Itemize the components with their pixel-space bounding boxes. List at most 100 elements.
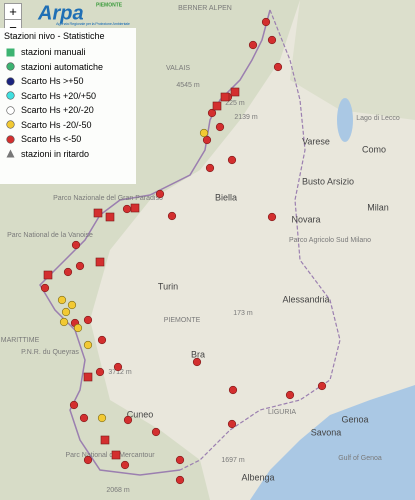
legend-item: stazioni in ritardo bbox=[0, 147, 136, 162]
legend: Stazioni nivo - Statistiche stazioni man… bbox=[0, 28, 136, 184]
legend-label: stazioni automatiche bbox=[21, 61, 104, 72]
legend-label: Scarto Hs -20/-50 bbox=[21, 119, 92, 130]
map-label: 173 m bbox=[233, 310, 253, 317]
station bbox=[120, 460, 130, 470]
station bbox=[317, 381, 327, 391]
legend-symbol bbox=[6, 62, 15, 71]
symbol bbox=[6, 48, 15, 57]
station bbox=[267, 212, 277, 222]
map-label: Cuneo bbox=[127, 409, 154, 419]
map-label: PIEMONTE bbox=[164, 317, 201, 324]
station bbox=[215, 122, 225, 132]
legend-label: Scarto Hs +20/-20 bbox=[21, 105, 94, 116]
map-label: MARITTIME bbox=[1, 337, 40, 344]
station bbox=[192, 357, 202, 367]
prealps bbox=[290, 0, 415, 120]
map-label: Lago di Lecco bbox=[356, 115, 400, 122]
station bbox=[59, 317, 69, 327]
legend-label: Scarto Hs >+50 bbox=[21, 76, 84, 87]
map-label: P.N.R. du Queyras bbox=[21, 349, 79, 356]
legend-item: stazioni automatiche bbox=[0, 60, 136, 75]
station bbox=[199, 128, 209, 138]
map-label: Milan bbox=[367, 202, 389, 212]
symbol bbox=[6, 62, 15, 71]
legend-item: Scarto Hs >+50 bbox=[0, 74, 136, 89]
station bbox=[83, 340, 93, 350]
station bbox=[63, 267, 73, 277]
station-manual bbox=[212, 101, 222, 111]
legend-label: stazioni manuali bbox=[21, 47, 86, 58]
station bbox=[261, 17, 271, 27]
lake bbox=[337, 98, 353, 142]
station bbox=[227, 419, 237, 429]
map-label: 3712 m bbox=[108, 369, 132, 376]
map-label: Varese bbox=[302, 136, 330, 146]
station bbox=[175, 475, 185, 485]
map-label: Genoa bbox=[341, 414, 368, 424]
station bbox=[202, 135, 212, 145]
region-border bbox=[179, 9, 341, 471]
legend-item: Scarto Hs -20/-50 bbox=[0, 118, 136, 133]
station bbox=[228, 385, 238, 395]
station bbox=[273, 62, 283, 72]
map-label: Biella bbox=[215, 192, 237, 202]
symbol bbox=[6, 106, 15, 115]
station-manual bbox=[100, 435, 110, 445]
map-label: Parc National de la Vanoise bbox=[7, 232, 93, 239]
station bbox=[227, 155, 237, 165]
zoom-out[interactable]: − bbox=[5, 19, 21, 35]
symbol bbox=[6, 77, 15, 86]
map-label: Parco Nazionale del Gran Paradiso bbox=[53, 195, 163, 202]
map-label: 2139 m bbox=[234, 114, 258, 121]
map-label: 4545 m bbox=[176, 82, 200, 89]
station bbox=[205, 163, 215, 173]
station bbox=[267, 35, 277, 45]
zoom-in[interactable]: + bbox=[9, 4, 17, 19]
station bbox=[40, 283, 50, 293]
symbol bbox=[6, 149, 15, 158]
station bbox=[155, 189, 165, 199]
map-label: 1697 m bbox=[221, 457, 245, 464]
zoom-control: + − bbox=[4, 3, 22, 36]
legend-item: Scarto Hs +20/-20 bbox=[0, 103, 136, 118]
symbol bbox=[6, 91, 15, 100]
station bbox=[83, 315, 93, 325]
symbol bbox=[6, 135, 15, 144]
station-manual bbox=[93, 208, 103, 218]
station bbox=[248, 40, 258, 50]
station bbox=[75, 261, 85, 271]
map-label: Alessandria bbox=[282, 294, 329, 304]
station-manual bbox=[95, 257, 105, 267]
map-label: Como bbox=[362, 144, 386, 154]
legend-item: Scarto Hs <-50 bbox=[0, 132, 136, 147]
station-manual bbox=[111, 450, 121, 460]
station bbox=[122, 204, 132, 214]
legend-label: Scarto Hs <-50 bbox=[21, 134, 82, 145]
logo-text: Arpa bbox=[37, 2, 84, 24]
symbol bbox=[6, 120, 15, 129]
station bbox=[57, 295, 67, 305]
station bbox=[167, 211, 177, 221]
station bbox=[175, 455, 185, 465]
station-manual bbox=[105, 212, 115, 222]
legend-item: Scarto Hs +20/+50 bbox=[0, 89, 136, 104]
station bbox=[123, 415, 133, 425]
station bbox=[71, 240, 81, 250]
station-manual bbox=[230, 87, 240, 97]
legend-symbol bbox=[6, 48, 15, 57]
station-manual bbox=[220, 92, 230, 102]
station bbox=[151, 427, 161, 437]
station bbox=[207, 108, 217, 118]
map-label: 2068 m bbox=[106, 487, 130, 494]
legend-symbol bbox=[6, 91, 15, 100]
station bbox=[97, 413, 107, 423]
station bbox=[79, 413, 89, 423]
legend-symbol bbox=[6, 106, 15, 115]
station bbox=[95, 367, 105, 377]
legend-item: stazioni manuali bbox=[0, 45, 136, 60]
legend-label: Scarto Hs +20/+50 bbox=[21, 90, 97, 101]
logo: Arpa PIEMONTE Agenzia Regionale per la P… bbox=[37, 2, 131, 26]
station-manual bbox=[83, 372, 93, 382]
station-manual bbox=[43, 270, 53, 280]
